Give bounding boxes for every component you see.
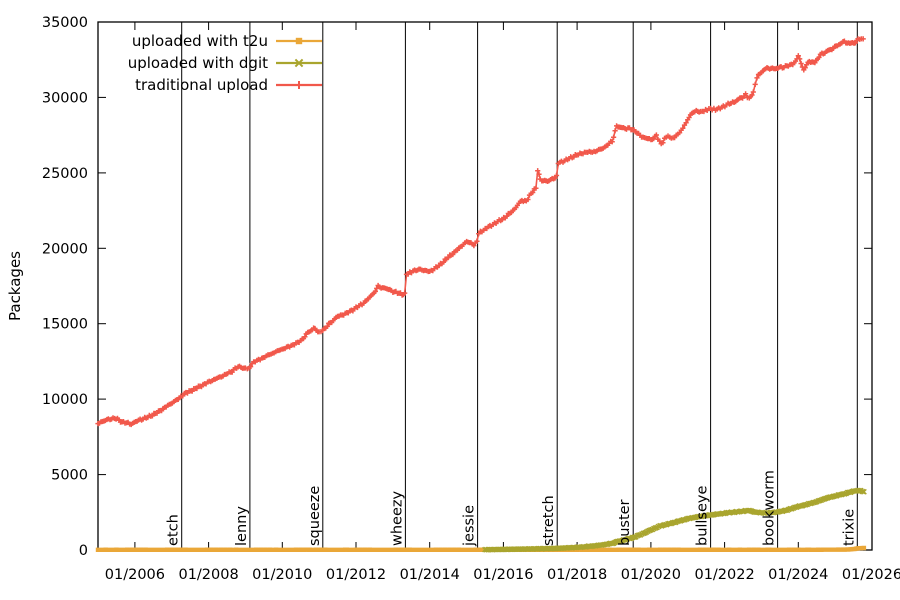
x-tick-label: 01/2018 <box>547 567 607 583</box>
y-tick-label: 15000 <box>42 317 88 333</box>
series-markers-plus <box>95 36 866 428</box>
series-markers-square <box>95 545 867 552</box>
x-tick-label: 01/2024 <box>768 567 828 583</box>
chart-generated-front: etch lenny squeeze wheezy jessie stretch buste… <box>166 470 858 547</box>
release-label-buster: buster <box>617 499 633 546</box>
legend-label-dgit: uploaded with dgit <box>128 54 268 72</box>
legend-label-t2u: uploaded with t2u <box>132 32 268 50</box>
release-label-trixie: trixie <box>841 509 857 546</box>
release-label-stretch: stretch <box>541 495 557 546</box>
x-tick-label: 01/2008 <box>178 567 238 583</box>
plot-border <box>97 21 873 551</box>
y-tick-label: 20000 <box>42 241 88 257</box>
y-tick-label: 30000 <box>42 90 88 106</box>
x-tick-label: 01/2016 <box>473 567 533 583</box>
y-axis-title: Packages <box>6 251 24 321</box>
y-tick-label: 10000 <box>42 392 88 408</box>
release-label-jessie: jessie <box>462 505 478 547</box>
chart-generated-series <box>95 36 867 553</box>
legend-label-traditional: traditional upload <box>135 76 268 94</box>
x-tick-label: 01/2010 <box>252 567 312 583</box>
x-tick-label: 01/2026 <box>842 567 900 583</box>
x-tick-label: 01/2012 <box>326 567 386 583</box>
x-tick-label: 01/2014 <box>400 567 460 583</box>
y-tick-label: 35000 <box>42 15 88 31</box>
x-tick-label: 01/2022 <box>694 567 754 583</box>
release-label-lenny: lenny <box>234 506 250 546</box>
y-tick-label: 0 <box>79 543 88 559</box>
legend-sample-marker-plus <box>295 81 303 89</box>
legend-line-samples <box>276 37 322 89</box>
release-label-etch: etch <box>166 514 182 546</box>
legend-sample-marker-x <box>294 58 304 68</box>
x-tick-label: 01/2020 <box>621 567 681 583</box>
x-tick-label: 01/2006 <box>105 567 165 583</box>
release-label-bookworm: bookworm <box>762 470 778 546</box>
y-tick-label: 25000 <box>42 166 88 182</box>
series-markers-x <box>482 487 867 553</box>
y-tick-label: 5000 <box>51 468 88 484</box>
chart-legend: uploaded with t2u uploaded with dgit tra… <box>128 32 322 94</box>
release-label-wheezy: wheezy <box>389 490 405 546</box>
release-label-squeeze: squeeze <box>307 486 323 546</box>
legend-sample-marker-square <box>295 37 303 45</box>
release-label-bullseye: bullseye <box>695 485 711 546</box>
